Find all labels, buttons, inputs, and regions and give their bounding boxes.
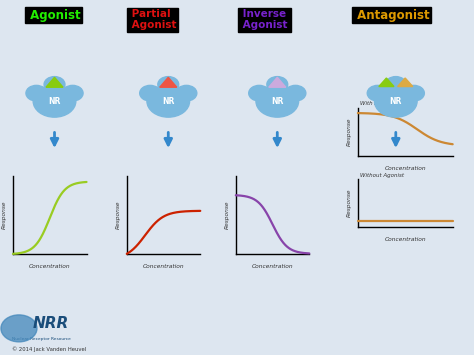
Circle shape (140, 85, 161, 101)
Circle shape (285, 85, 306, 101)
Text: NR: NR (271, 97, 283, 106)
Polygon shape (46, 77, 63, 87)
Text: Concentration: Concentration (29, 264, 71, 269)
Polygon shape (269, 77, 286, 87)
Text: Concentration: Concentration (384, 237, 426, 242)
Text: Nuclear Receptor Resource: Nuclear Receptor Resource (12, 337, 71, 340)
Text: NRR: NRR (32, 316, 68, 331)
Circle shape (26, 85, 47, 101)
Circle shape (249, 85, 270, 101)
Polygon shape (398, 78, 413, 87)
Text: Concentration: Concentration (384, 166, 426, 171)
Polygon shape (379, 78, 394, 87)
Text: Response: Response (116, 201, 121, 229)
Circle shape (62, 85, 83, 101)
Text: Response: Response (225, 201, 230, 229)
Circle shape (367, 85, 388, 101)
Text: Inverse 
 Agonist: Inverse Agonist (239, 9, 290, 31)
Circle shape (158, 77, 179, 92)
Circle shape (1, 315, 37, 342)
Circle shape (256, 85, 299, 117)
Text: With Agonist: With Agonist (360, 102, 395, 106)
Text: Concentration: Concentration (143, 264, 184, 269)
Text: Response: Response (347, 189, 352, 218)
Circle shape (44, 77, 65, 92)
Text: Partial 
 Agonist: Partial Agonist (128, 9, 176, 31)
Text: NR: NR (48, 97, 61, 106)
Circle shape (147, 85, 190, 117)
Circle shape (33, 85, 76, 117)
Text: Without Agonist: Without Agonist (360, 173, 404, 178)
Text: Agonist: Agonist (26, 9, 81, 22)
Circle shape (374, 85, 417, 117)
Text: Response: Response (2, 201, 7, 229)
Circle shape (385, 77, 406, 92)
Polygon shape (160, 77, 177, 87)
Text: NR: NR (390, 97, 402, 106)
Text: © 2014 Jack Vanden Heuvel: © 2014 Jack Vanden Heuvel (12, 346, 86, 352)
Text: NR: NR (162, 97, 174, 106)
Circle shape (403, 85, 424, 101)
Circle shape (176, 85, 197, 101)
Circle shape (267, 77, 288, 92)
Text: Antagonist: Antagonist (353, 9, 430, 22)
Text: Concentration: Concentration (252, 264, 293, 269)
Text: Response: Response (347, 118, 352, 147)
